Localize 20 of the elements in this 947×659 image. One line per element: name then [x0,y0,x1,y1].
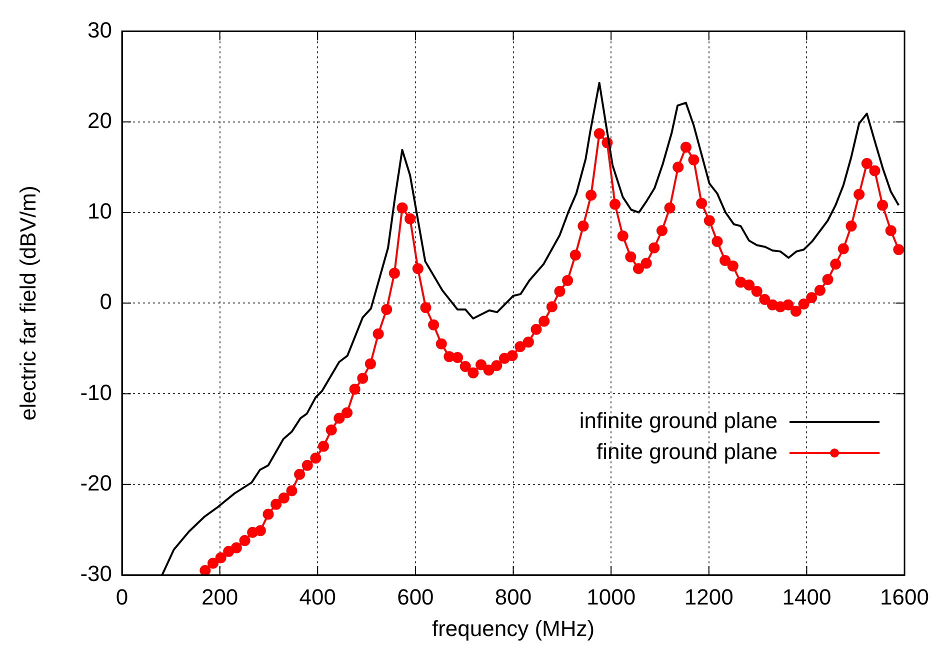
y-tick-label: 0 [100,289,112,314]
y-tick-label: -20 [80,470,112,496]
x-tick-label: 1400 [782,584,832,610]
y-tick-label: -30 [80,561,112,586]
x-tick-label: 400 [299,584,336,610]
legend-label: finite ground plane [596,439,778,464]
legend-label: infinite ground plane [579,408,778,434]
y-tick-label: 20 [88,108,112,133]
x-tick-label: 1200 [684,584,734,610]
y-tick-label: -10 [80,380,112,405]
x-axis-title: frequency (MHz) [432,616,595,641]
x-tick-label: 1600 [880,584,930,610]
x-tick-label: 0 [116,584,128,610]
x-tick-label: 200 [201,584,238,610]
y-tick-label: 10 [88,198,112,224]
y-tick-label: 30 [88,17,112,42]
x-tick-label: 600 [397,584,434,610]
y-axis-title: electric far field (dBV/m) [15,186,40,420]
x-tick-label: 1000 [586,584,636,610]
x-tick-label: 800 [494,584,532,610]
